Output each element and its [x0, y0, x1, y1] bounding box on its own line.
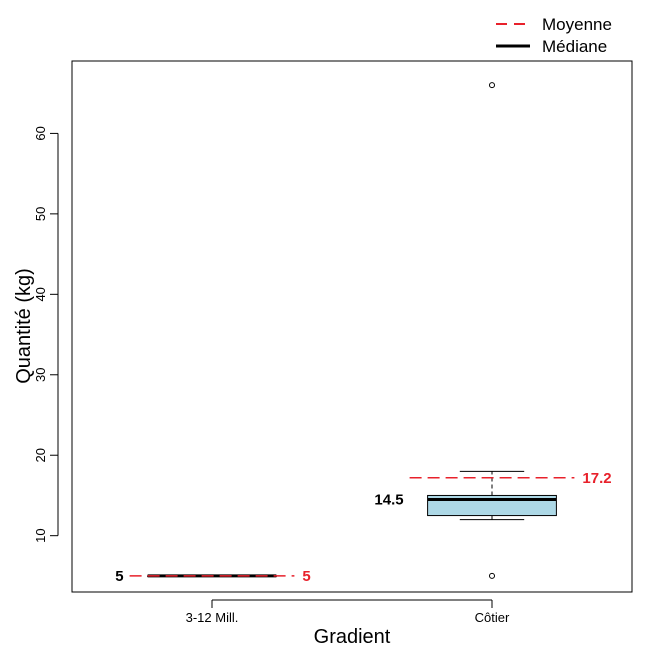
y-axis: 10 20 30 40 50 60 — [33, 126, 59, 543]
boxes: 5 514.517.2 — [115, 82, 612, 585]
x-axis: 3-12 Mill. Côtier — [186, 599, 510, 625]
legend-median-label: Médiane — [542, 37, 607, 56]
y-tick-label: 20 — [33, 448, 48, 462]
y-tick-label: 10 — [33, 528, 48, 542]
mean-label: 17.2 — [582, 470, 611, 487]
plot-frame — [71, 60, 633, 593]
box-group: 14.5 17.2 — [374, 82, 612, 579]
y-axis-title: Quantité (kg) — [13, 268, 35, 384]
y-tick-label: 40 — [33, 287, 48, 301]
mean-label: 5 — [302, 568, 310, 585]
y-tick-label: 30 — [33, 368, 48, 382]
legend: Moyenne Médiane — [496, 15, 612, 56]
y-tick-label: 60 — [33, 126, 48, 140]
median-label: 14.5 — [374, 491, 403, 508]
outlier-point — [489, 82, 495, 89]
x-tick-label: Côtier — [475, 610, 510, 625]
legend-mean-label: Moyenne — [542, 15, 612, 34]
x-axis-title: Gradient — [314, 626, 391, 648]
y-tick-label: 50 — [33, 207, 48, 221]
outlier-point — [489, 572, 495, 579]
median-label: 5 — [115, 568, 123, 585]
x-tick-label: 3-12 Mill. — [186, 610, 239, 625]
